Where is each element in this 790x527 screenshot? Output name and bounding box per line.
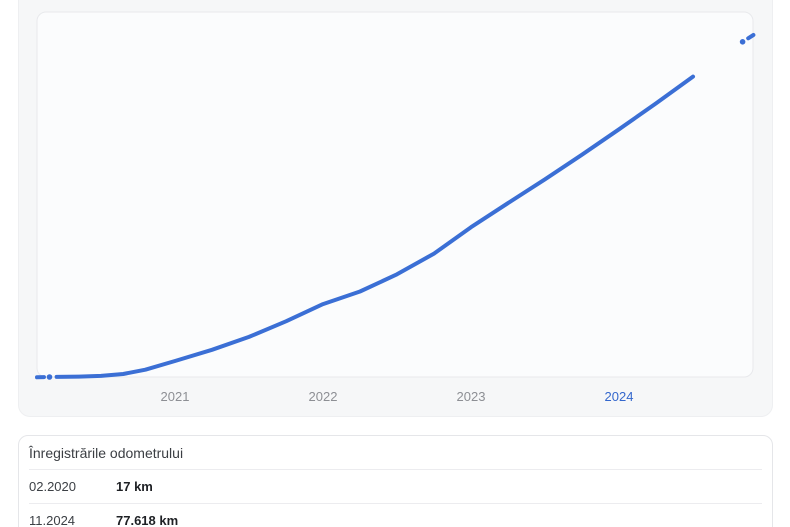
line-end-dot bbox=[739, 39, 746, 45]
line-end-dash bbox=[746, 33, 756, 41]
table-row: 02.2020 17 km bbox=[19, 470, 772, 503]
divider bbox=[29, 503, 762, 504]
x-tick-2022: 2022 bbox=[308, 389, 338, 404]
odometer-line bbox=[54, 74, 695, 379]
record-value: 77.618 km bbox=[116, 513, 179, 527]
plot-area bbox=[36, 11, 754, 378]
record-date: 02.2020 bbox=[29, 479, 76, 494]
odometer-records-card: Înregistrările odometrului 02.2020 17 km… bbox=[18, 435, 773, 527]
x-tick-2024-active: 2024 bbox=[604, 389, 634, 404]
record-date: 11.2024 bbox=[29, 513, 76, 527]
table-row: 11.2024 77.618 km bbox=[19, 504, 772, 527]
odometer-chart bbox=[35, 11, 756, 380]
record-value: 17 km bbox=[116, 479, 153, 494]
divider bbox=[29, 469, 762, 470]
x-tick-2023: 2023 bbox=[456, 389, 486, 404]
records-title: Înregistrările odometrului bbox=[29, 445, 184, 461]
x-tick-2021: 2021 bbox=[160, 389, 190, 404]
line-start-dot bbox=[46, 374, 53, 380]
